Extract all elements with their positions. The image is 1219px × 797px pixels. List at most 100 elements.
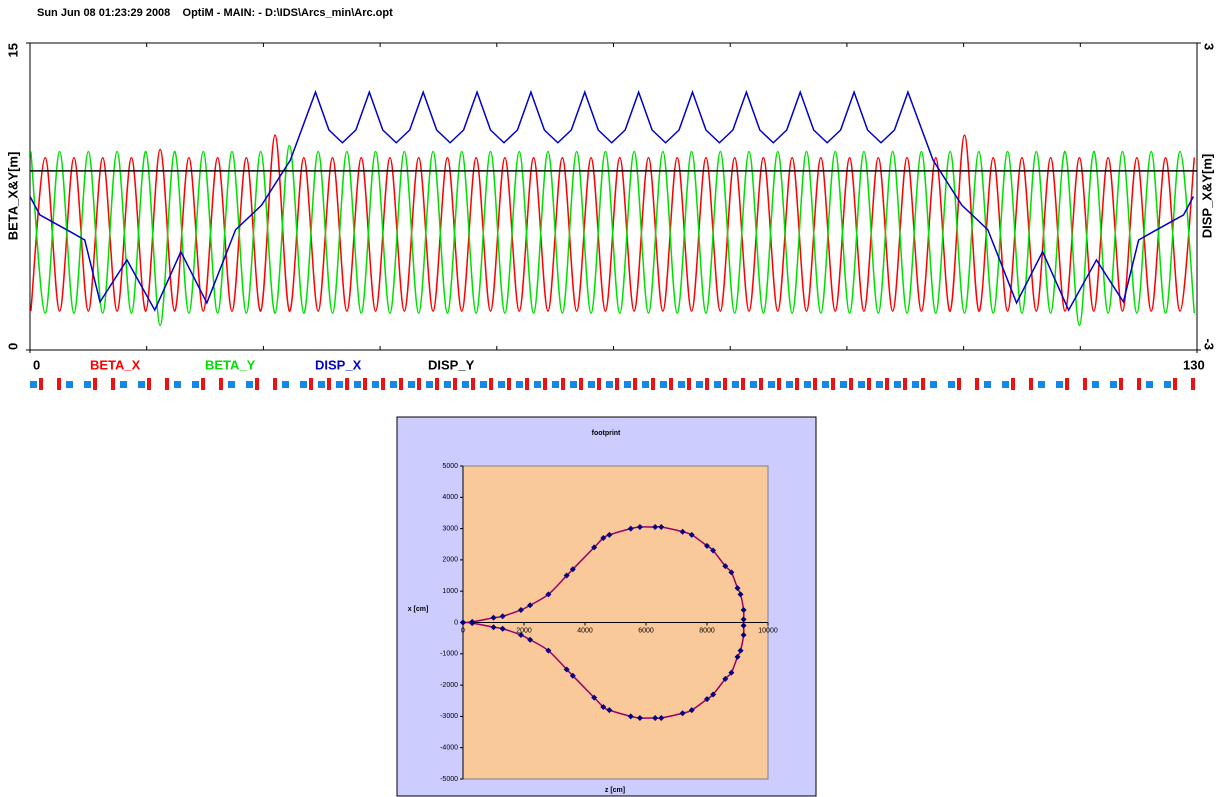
element-magnet: [219, 378, 223, 390]
element-quad: [192, 381, 199, 388]
marker: [606, 707, 613, 714]
marker: [658, 714, 665, 721]
element-magnet: [849, 378, 853, 390]
marker: [591, 694, 598, 701]
marker: [499, 613, 506, 620]
element-quad: [354, 381, 361, 388]
element-quad: [408, 381, 415, 388]
element-magnet: [471, 378, 475, 390]
element-quad: [660, 381, 667, 388]
element-magnet: [39, 378, 43, 390]
element-magnet: [309, 378, 313, 390]
element-magnet: [669, 378, 673, 390]
y-axis-title: BETA_X&Y[m]: [5, 152, 20, 241]
marker: [490, 614, 497, 621]
y2-axis-title: DISP_X&Y[m]: [1199, 154, 1214, 239]
marker: [740, 622, 747, 629]
element-quad: [552, 381, 559, 388]
element-magnet: [1137, 378, 1141, 390]
element-quad: [390, 381, 397, 388]
marker: [636, 524, 643, 531]
element-quad: [138, 381, 145, 388]
element-magnet: [507, 378, 511, 390]
element-quad: [282, 381, 289, 388]
element-quad: [516, 381, 523, 388]
element-magnet: [345, 378, 349, 390]
marker: [636, 714, 643, 721]
legend-label: BETA_X: [90, 357, 141, 372]
y2-tick-label: 3: [1202, 43, 1217, 50]
element-quad: [426, 381, 433, 388]
y-tick-label: -3000: [440, 713, 458, 720]
element-magnet: [1191, 378, 1195, 390]
element-magnet: [831, 378, 835, 390]
chart-title: footprint: [592, 430, 621, 437]
element-quad: [1092, 381, 1099, 388]
marker: [722, 675, 729, 682]
element-magnet: [975, 378, 979, 390]
marker: [740, 616, 747, 623]
marker: [652, 524, 659, 531]
element-quad: [984, 381, 991, 388]
element-magnet: [795, 378, 799, 390]
element-magnet: [651, 378, 655, 390]
window-title: Sun Jun 08 01:23:29 2008 OptiM - MAIN: -…: [37, 7, 393, 19]
element-quad: [624, 381, 631, 388]
x-tick-label: 6000: [638, 627, 654, 634]
element-magnet: [957, 378, 961, 390]
series-line: [29, 89, 1195, 312]
element-magnet: [723, 378, 727, 390]
marker: [737, 591, 744, 598]
element-quad: [588, 381, 595, 388]
element-magnet: [255, 378, 259, 390]
marker: [563, 666, 570, 673]
marker: [710, 547, 717, 554]
marker: [704, 696, 710, 703]
marker: [710, 691, 717, 698]
element-quad: [786, 381, 793, 388]
marker: [569, 672, 576, 679]
marker: [517, 606, 524, 613]
element-magnet: [813, 378, 817, 390]
element-magnet: [885, 378, 889, 390]
element-quad: [300, 381, 307, 388]
element-magnet: [399, 378, 403, 390]
element-magnet: [687, 378, 691, 390]
element-quad: [642, 381, 649, 388]
element-magnet: [525, 378, 529, 390]
marker: [563, 572, 570, 579]
element-magnet: [867, 378, 871, 390]
y-tick-label: 5000: [442, 463, 458, 470]
element-magnet: [93, 378, 97, 390]
element-quad: [120, 381, 127, 388]
element-quad: [858, 381, 865, 388]
element-quad: [570, 381, 577, 388]
y-tick-label: 2000: [442, 557, 458, 564]
element-quad: [696, 381, 703, 388]
element-magnet: [147, 378, 151, 390]
element-magnet: [543, 378, 547, 390]
marker: [591, 544, 598, 551]
marker: [627, 525, 634, 532]
marker: [728, 569, 735, 576]
y-tick-label: -4000: [440, 745, 458, 752]
element-magnet: [903, 378, 907, 390]
marker: [499, 625, 506, 632]
marker: [600, 704, 607, 711]
marker: [734, 653, 741, 660]
element-magnet: [759, 378, 763, 390]
element-magnet: [705, 378, 709, 390]
marker: [490, 624, 497, 631]
marker: [734, 585, 741, 592]
marker: [469, 620, 476, 627]
marker: [600, 534, 607, 541]
element-quad: [804, 381, 811, 388]
element-quad: [750, 381, 757, 388]
element-quad: [894, 381, 901, 388]
legend-label: BETA_Y: [205, 357, 256, 372]
element-magnet: [921, 378, 925, 390]
element-quad: [1110, 381, 1117, 388]
series-line: [30, 134, 1196, 312]
element-quad: [1164, 381, 1171, 388]
